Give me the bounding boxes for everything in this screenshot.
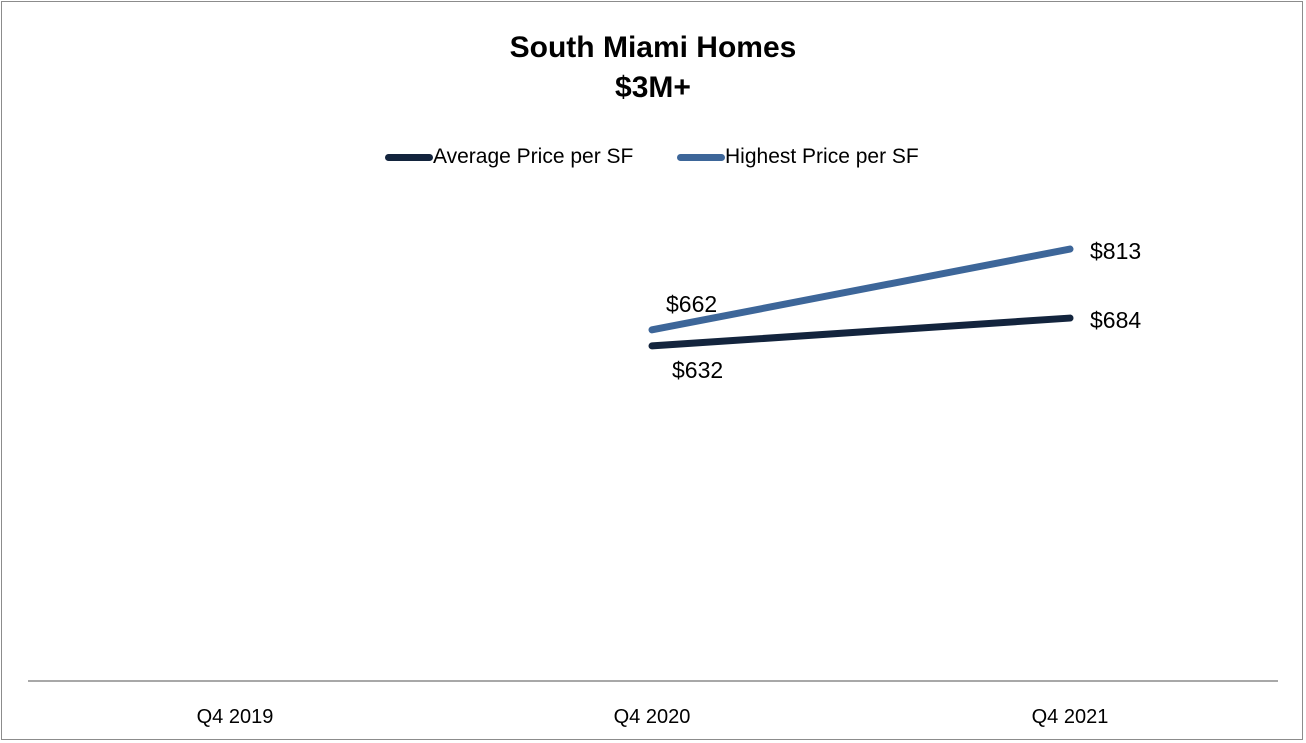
- chart-subtitle: $3M+: [615, 71, 691, 104]
- legend-label-highest: Highest Price per SF: [725, 145, 919, 168]
- chart-title-block: South Miami Homes $3M+: [0, 28, 1306, 108]
- legend-swatch-average: [385, 153, 433, 161]
- data-label-average-1: $632: [672, 357, 723, 383]
- x-tick-label-1: Q4 2020: [614, 706, 691, 728]
- chart-title: South Miami Homes: [509, 31, 797, 64]
- legend-item-average: Average Price per SF: [385, 140, 633, 174]
- x-tick-label-2: Q4 2021: [1032, 706, 1109, 728]
- legend-label-average: Average Price per SF: [433, 145, 634, 168]
- legend-swatch-highest: [677, 153, 725, 161]
- data-label-average-2: $684: [1090, 307, 1141, 333]
- data-label-highest-2: $813: [1090, 238, 1141, 264]
- legend-item-highest: Highest Price per SF: [677, 140, 919, 174]
- series-line-highest: [648, 245, 1074, 334]
- series-line-average: [648, 314, 1074, 350]
- x-tick-label-0: Q4 2019: [197, 706, 274, 728]
- chart-legend: Average Price per SF Highest Price per S…: [0, 140, 1306, 174]
- data-label-highest-1: $662: [666, 291, 717, 317]
